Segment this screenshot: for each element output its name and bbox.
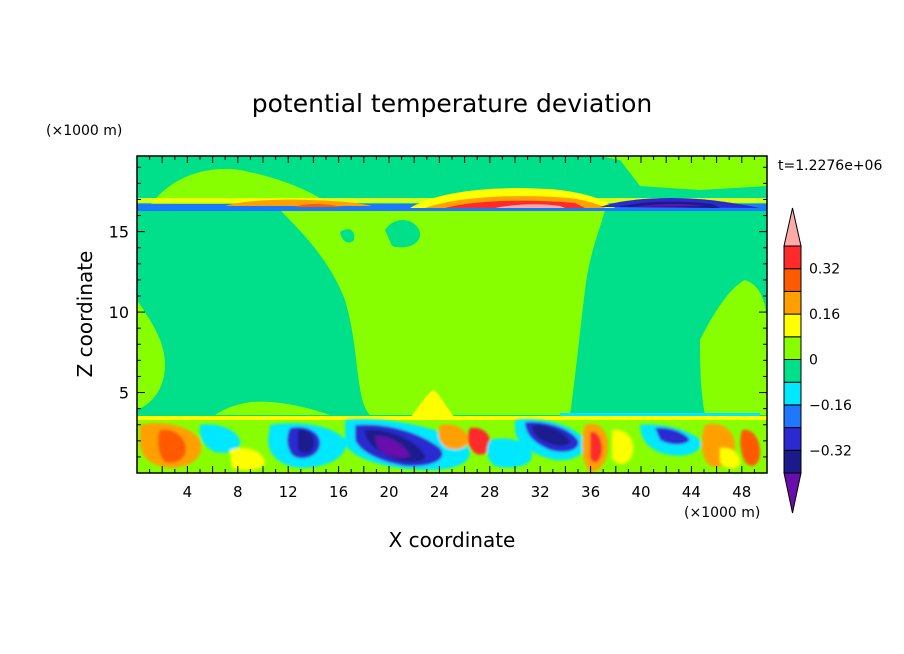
bl-yellow-left: [230, 448, 265, 470]
y-tick-label: 10: [109, 303, 129, 322]
lower-left-positive: [215, 401, 330, 415]
colorbar-box: [783, 359, 802, 383]
bl-cold-2-purple: [375, 436, 410, 458]
colorbar-tick-label: 0.32: [809, 262, 840, 278]
y-tick-label: 15: [109, 223, 129, 242]
x-tick-label: 12: [279, 483, 298, 501]
x-tick-label: 20: [379, 483, 398, 501]
boundary-layer-structures: [140, 419, 760, 472]
colorbar-box: [783, 313, 802, 338]
colorbar: 0.32 0.16 0 −0.16 −0.32: [783, 207, 852, 514]
bl-red-left: [157, 429, 186, 463]
bl-cyan-left: [199, 424, 241, 453]
bl-cold-3-deep: [532, 424, 570, 446]
bl-yellow-right: [612, 429, 634, 464]
x-tick-label: 36: [581, 483, 600, 501]
colorbar-min-arrow: [783, 472, 802, 514]
central-warm-lens-pink: [495, 204, 565, 208]
x-tick-label: 8: [233, 483, 243, 501]
upper-left-dome: [150, 169, 330, 205]
chart-title: potential temperature deviation: [252, 89, 652, 118]
x-tick-label: 32: [531, 483, 550, 501]
x-axis-label: X coordinate: [389, 528, 516, 552]
x-tick-label: 40: [631, 483, 650, 501]
bl-cyan-mid: [487, 438, 533, 468]
colorbar-tick-label: −0.32: [809, 443, 852, 459]
time-label: t=1.2276e+06: [778, 158, 882, 174]
boundary-layer-cyan-line: [560, 413, 760, 416]
boundary-layer-top-line: [137, 416, 767, 420]
left-warm-core: [295, 204, 342, 207]
x-tick-label: 48: [732, 483, 751, 501]
bl-yellow-far-right: [720, 447, 741, 469]
x-tick-label: 24: [430, 483, 449, 501]
colorbar-tick-label: 0: [809, 353, 818, 369]
bl-cold-right: [655, 427, 690, 445]
colorbar-box: [783, 290, 802, 315]
y-axis-label: Z coordinate: [73, 251, 97, 378]
y-tick-label: 5: [119, 384, 129, 403]
mid-plume: [410, 390, 455, 418]
left-warm-patch: [225, 199, 372, 206]
small-green-blob-2: [340, 229, 355, 243]
central-positive-column: [280, 210, 605, 415]
bl-warm-mid: [438, 424, 469, 450]
colorbar-box: [783, 449, 802, 474]
small-green-blob: [385, 220, 421, 248]
x-tick-label: 16: [329, 483, 348, 501]
colorbar-box: [783, 427, 802, 451]
colorbar-box: [783, 381, 802, 406]
colorbar-box: [783, 336, 802, 360]
colorbar-box: [783, 268, 802, 292]
colorbar-box: [783, 245, 802, 270]
colorbar-box: [783, 404, 802, 429]
colorbar-max-arrow: [783, 207, 802, 247]
left-positive-lobe: [137, 300, 165, 410]
x-tick-label: 4: [183, 483, 193, 501]
x-axis: 4 8 12 16 20 24 28 32 36 40 44 48: [149, 156, 755, 501]
x-tick-label: 44: [682, 483, 701, 501]
y-axis: 5 10 15: [109, 166, 767, 458]
right-cold-center: [635, 203, 705, 207]
bl-cold-1-deep: [298, 429, 315, 454]
contour-field: [137, 156, 767, 473]
bl-red-mid: [467, 427, 491, 455]
right-positive-lobe: [700, 280, 767, 415]
colorbar-tick-label: 0.16: [809, 307, 840, 323]
bl-red-far-right: [740, 429, 760, 466]
x-tick-label: 28: [480, 483, 499, 501]
y-unit-label: (×1000 m): [46, 123, 122, 139]
colorbar-tick-label: −0.16: [809, 398, 852, 414]
x-unit-label: (×1000 m): [684, 505, 760, 521]
bl-red-right: [590, 431, 603, 463]
